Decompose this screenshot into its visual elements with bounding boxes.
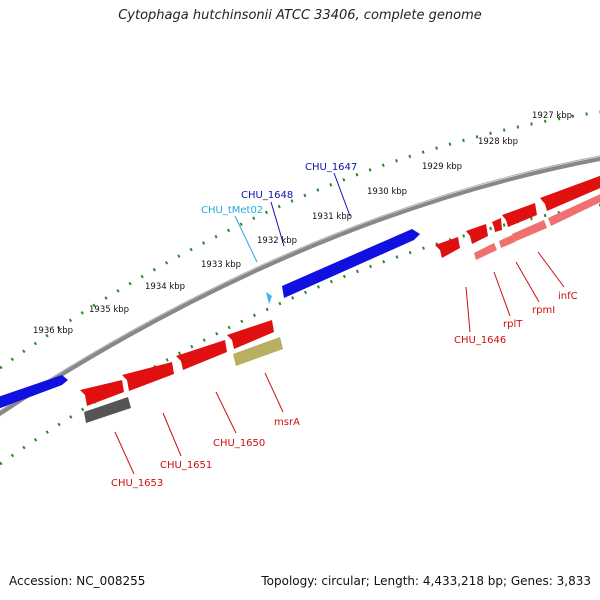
- leader-chu-1650: [215, 391, 237, 434]
- feature-label-chu-1648: CHU_1648: [241, 190, 293, 201]
- feature-label-chu-1653: CHU_1653: [111, 478, 163, 489]
- genome-summary-text: Topology: circular; Length: 4,433,218 bp…: [261, 574, 591, 588]
- map-title: Cytophaga hutchinsonii ATCC 33406, compl…: [118, 8, 482, 23]
- cds-forward-left: [0, 375, 68, 409]
- cds-chu-1650: [227, 320, 274, 349]
- leader-chu-tmet02: [234, 215, 258, 263]
- feature-label-chu-1650: CHU_1650: [213, 438, 265, 449]
- scale-label: 1933 kbp: [201, 260, 241, 270]
- leader-chu-1653: [114, 431, 135, 475]
- feature-label-chu-1651: CHU_1651: [160, 460, 212, 471]
- genome-backbone-highlight: [0, 155, 600, 412]
- cds-chu-1653: [80, 380, 124, 406]
- leader-chu-1647: [333, 172, 351, 217]
- genome-backbone: [0, 156, 600, 417]
- leader-chu-1651: [162, 412, 182, 457]
- feature-labels: CHU_1647 CHU_1648 CHU_tMet02 CHU_1646 rp…: [111, 162, 578, 489]
- cds-chu-1651: [176, 340, 227, 370]
- cds-rpmi: [492, 218, 502, 232]
- feature-label-infc: infC: [558, 291, 578, 302]
- leader-chu-1646: [465, 286, 471, 333]
- leader-infc: [537, 251, 565, 288]
- accession-text: Accession: NC_008255: [9, 574, 146, 588]
- trna-chu-tmet02: [266, 292, 272, 304]
- cds-right-edge: [540, 175, 600, 211]
- feature-label-chu-1647: CHU_1647: [305, 162, 357, 173]
- scale-label: 1936 kbp: [33, 326, 73, 336]
- cds-infc: [502, 203, 537, 227]
- scale-label: 1931 kbp: [312, 212, 352, 222]
- feature-label-chu-tmet02: CHU_tMet02: [201, 205, 263, 216]
- cds-light-4: [548, 194, 600, 226]
- cds-light-2: [499, 235, 515, 248]
- cds-light-3: [512, 220, 547, 242]
- cds-rplt: [466, 224, 488, 244]
- scale-label: 1928 kbp: [478, 137, 518, 147]
- leader-lines: [114, 172, 565, 475]
- scale-label: 1929 kbp: [422, 162, 462, 172]
- leader-msra: [264, 372, 284, 413]
- leader-chu-1648: [270, 201, 285, 247]
- feature-label-rpmi: rpmI: [532, 305, 555, 316]
- cds-chu-1646: [435, 237, 460, 258]
- cds-chu-1652: [122, 362, 174, 391]
- feature-label-rplt: rplT: [503, 319, 523, 330]
- cds-chu-1647: [282, 229, 420, 298]
- cds-light-1: [474, 243, 497, 260]
- scale-label: 1930 kbp: [367, 187, 407, 197]
- scale-labels: 1927 kbp 1928 kbp 1929 kbp 1930 kbp 1931…: [33, 111, 572, 336]
- scale-label: 1927 kbp: [532, 111, 572, 121]
- feature-gray: [84, 397, 131, 423]
- feature-label-msra: msrA: [274, 417, 300, 428]
- leader-rplt: [493, 271, 511, 317]
- leader-rpmi: [515, 261, 540, 303]
- feature-msra: [233, 337, 283, 366]
- scale-label: 1932 kbp: [257, 236, 297, 246]
- feature-label-chu-1646: CHU_1646: [454, 335, 506, 346]
- scale-label: 1934 kbp: [145, 282, 185, 292]
- scale-label: 1935 kbp: [89, 305, 129, 315]
